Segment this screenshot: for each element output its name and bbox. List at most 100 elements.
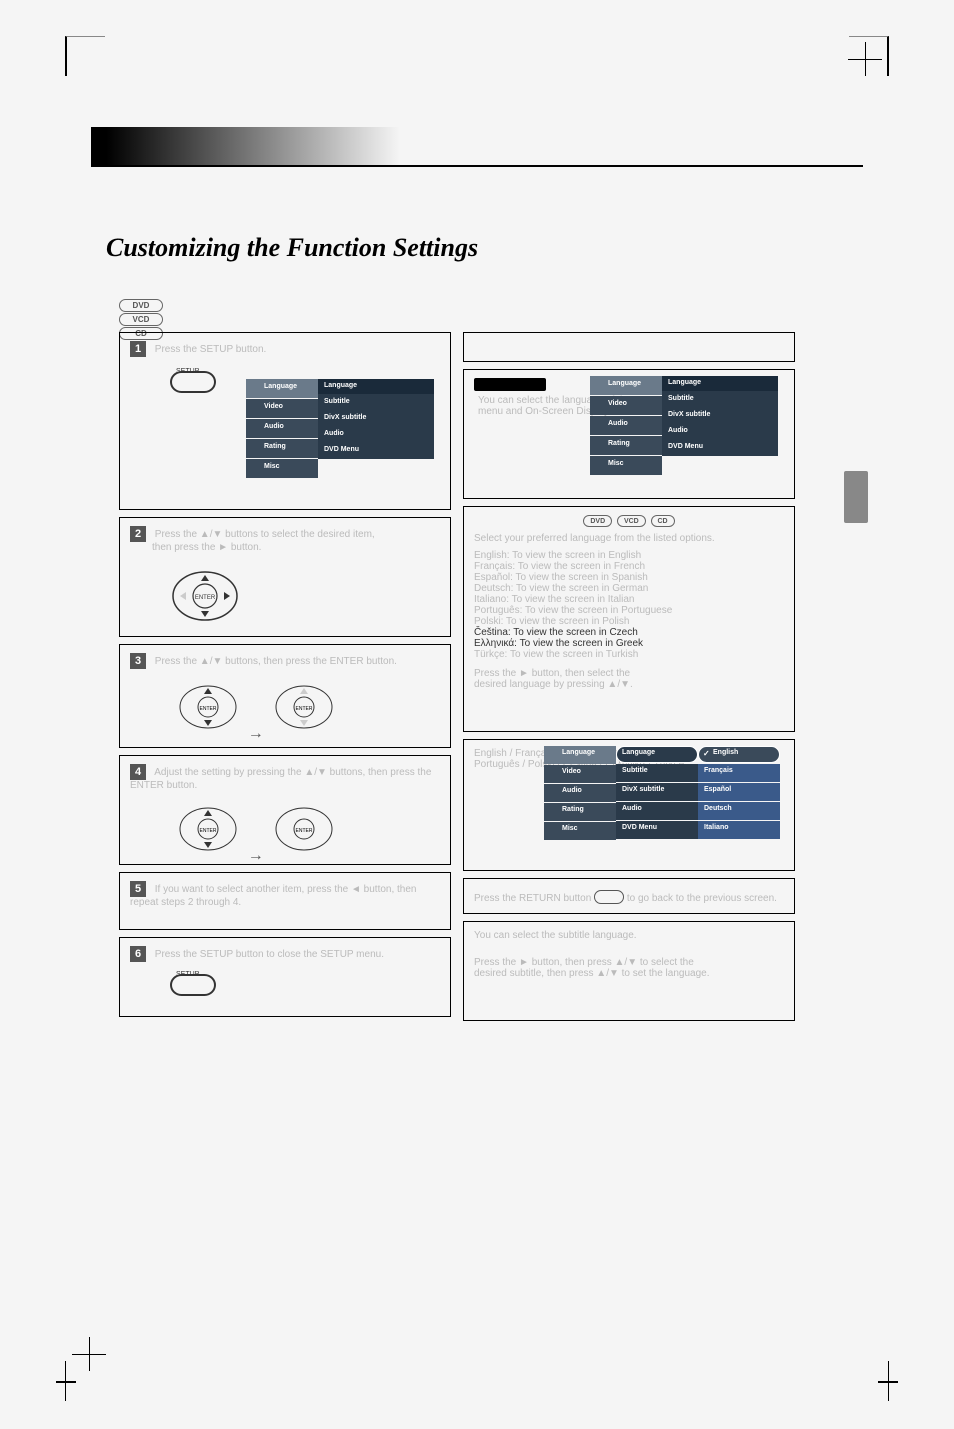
subtitle-l2: desired subtitle, then press ▲/▼ to set … [474, 968, 784, 979]
tab-rating: Rating [246, 439, 318, 458]
dpad-icon-4b: ENTER [274, 799, 334, 859]
tab-language-r: Language [590, 376, 662, 395]
right-spacer-top [463, 332, 795, 362]
step-2b-text: then press the ► button. [152, 542, 440, 553]
step-1-text: Press the SETUP button. [155, 344, 267, 355]
dpad-icon: ENTER [170, 561, 240, 631]
subtitle-box: SUBTITLE You can select the subtitle lan… [463, 921, 795, 1021]
badge-vcd: VCD [119, 313, 163, 326]
menu2-divx: DivX subtitle [616, 783, 698, 801]
lang-li-5: Português: To view the screen in Portugu… [474, 605, 784, 616]
lang-li-3: Deutsch: To view the screen in German [474, 583, 784, 594]
svg-text:ENTER: ENTER [195, 595, 216, 601]
tab-video-r: Video [590, 396, 662, 415]
pill-dvd: DVD [583, 515, 612, 527]
tab2-rating: Rating [544, 803, 616, 821]
menu-item-subtitle: Subtitle [318, 395, 434, 410]
section-chip [474, 378, 546, 391]
lang-li-0: English: To view the screen in English [474, 550, 784, 561]
step-3-num: 3 [130, 653, 146, 669]
language-section-box: LANGUAGE You can select the language of … [463, 369, 795, 499]
setup-button-icon [170, 371, 216, 393]
step-6-box: 6 Press the SETUP button to close the SE… [119, 937, 451, 1017]
header-gradient-bar [91, 127, 863, 165]
dpad-icon-3b: ENTER [274, 677, 334, 737]
tab-misc: Misc [246, 459, 318, 478]
menu2-dvdmenu: DVD Menu [616, 821, 698, 839]
step-4-text: Adjust the setting by pressing the ▲/▼ b… [130, 767, 431, 791]
menu-item-audio: Audio [318, 427, 434, 442]
lang-li-8: Ελληνικά: To view the screen in Greek [474, 638, 784, 649]
svg-text:ENTER: ENTER [295, 706, 312, 712]
tab2-misc: Misc [544, 822, 616, 840]
svg-text:ENTER: ENTER [200, 706, 217, 712]
pill-vcd: VCD [617, 515, 646, 527]
right-column: LANGUAGE You can select the language of … [463, 332, 795, 1021]
lang-li-9: Türkçe: To view the screen in Turkish [474, 649, 784, 660]
lang-li-7: Čeština: To view the screen in Czech [474, 627, 784, 638]
menu-item-divx-r: DivX subtitle [662, 408, 778, 423]
menu-item-dvdmenu-r: DVD Menu [662, 440, 778, 455]
tab-misc-r: Misc [590, 456, 662, 475]
tab2-audio: Audio [544, 784, 616, 802]
lang-note-2: desired language by pressing ▲/▼. [474, 679, 784, 690]
step-5-box: 5 If you want to select another item, pr… [119, 872, 451, 930]
page-thumb-tab [844, 471, 868, 523]
opt-espanol: Español [698, 783, 780, 801]
language-options-box: English / Français / Español / Deutsch /… [463, 739, 795, 871]
left-column: 1 Press the SETUP button. Language Video… [119, 332, 451, 1021]
menu2-subtitle: Subtitle [616, 764, 698, 782]
svg-text:ENTER: ENTER [200, 828, 217, 834]
subtitle-l0: You can select the subtitle language. [474, 930, 784, 941]
tab-audio: Audio [246, 419, 318, 438]
lang-options-panel: Language Video Audio Rating Misc Languag… [544, 746, 784, 841]
tab2-video: Video [544, 765, 616, 783]
return-note-box: Press the RETURN button to go back to th… [463, 878, 795, 914]
step-3-box: 3 Press the ▲/▼ buttons, then press the … [119, 644, 451, 748]
dpad-icon-3a: ENTER [178, 677, 238, 737]
opt-english: English [698, 746, 780, 763]
tab2-language: Language [544, 746, 616, 764]
step-2-num: 2 [130, 526, 146, 542]
tab-language: Language [246, 379, 318, 398]
then-arrow-icon: → [241, 725, 271, 743]
lang-li-2: Español: To view the screen in Spanish [474, 572, 784, 583]
lang-note-1: Press the ► button, then select the [474, 668, 630, 679]
return-note-text: Press the RETURN button to go back to th… [474, 893, 777, 904]
step-1-num: 1 [130, 341, 146, 357]
subtitle-l1: Press the ► button, then press ▲/▼ to se… [474, 957, 784, 968]
step-4-num: 4 [130, 764, 146, 780]
menu2-language: Language [616, 746, 698, 763]
step-6-num: 6 [130, 946, 146, 962]
svg-text:ENTER: ENTER [295, 828, 312, 834]
opt-deutsch: Deutsch [698, 802, 780, 820]
step-2a-text: Press the ▲/▼ buttons to select the desi… [155, 529, 375, 540]
setup-button-icon-2 [170, 974, 216, 996]
dpad-icon-4a: ENTER [178, 799, 238, 859]
step1-menu-panel: Language Video Audio Rating Misc Languag… [246, 379, 436, 479]
language-list-box: DVD VCD CD Select your preferred languag… [463, 506, 795, 732]
lang-li-1: Français: To view the screen in French [474, 561, 784, 572]
crop-mark-br [849, 1361, 889, 1401]
step-4-box: 4 Adjust the setting by pressing the ▲/▼… [119, 755, 451, 865]
lang-li-6: Polski: To view the screen in Polish [474, 616, 784, 627]
menu-item-language: Language [318, 379, 434, 394]
lang-menu-panel: Language Video Audio Rating Misc Languag… [590, 376, 780, 476]
menu-item-subtitle-r: Subtitle [662, 392, 778, 407]
step-2-box: 2 Press the ▲/▼ buttons to select the de… [119, 517, 451, 637]
tab-rating-r: Rating [590, 436, 662, 455]
step-3-text: Press the ▲/▼ buttons, then press the EN… [155, 656, 397, 667]
return-button-icon [594, 890, 624, 904]
menu-item-divx: DivX subtitle [318, 411, 434, 426]
then-arrow-icon-2: → [241, 847, 271, 865]
step-5-text: If you want to select another item, pres… [130, 884, 417, 908]
menu-item-dvdmenu: DVD Menu [318, 443, 434, 458]
step-5-num: 5 [130, 881, 146, 897]
menu2-audio: Audio [616, 802, 698, 820]
badge-dvd: DVD [119, 299, 163, 312]
menu-item-audio-r: Audio [662, 424, 778, 439]
menu-item-language-r: Language [662, 376, 778, 391]
registration-mark-left [72, 1337, 106, 1371]
lang-choose-line: Select your preferred language from the … [474, 533, 784, 544]
lang-li-4: Italiano: To view the screen in Italian [474, 594, 784, 605]
